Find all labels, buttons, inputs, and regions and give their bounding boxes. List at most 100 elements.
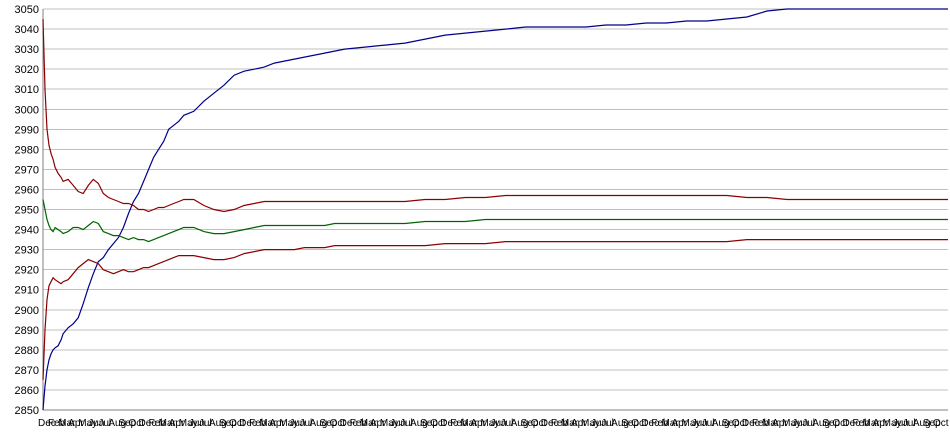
x-tick-label: May	[179, 418, 198, 429]
x-tick-label: Mar	[58, 418, 76, 429]
y-tick-label: 2870	[15, 365, 39, 377]
x-tick-label: Sep	[923, 418, 941, 429]
x-tick-label: Apr	[370, 418, 386, 429]
x-tick-label: Dec	[139, 418, 157, 429]
x-tick-label: Sep	[118, 418, 136, 429]
y-tick-label: 3020	[15, 64, 39, 76]
x-tick-label: Mar	[762, 418, 780, 429]
x-tick-label: Jul	[903, 418, 916, 429]
x-tick-label: Dec	[440, 418, 458, 429]
x-tick-label: Apr	[169, 418, 185, 429]
x-tick-label: Oct	[631, 418, 647, 429]
x-tick-label: Jun	[491, 418, 507, 429]
x-tick-label: Dec	[239, 418, 257, 429]
y-tick-label: 2880	[15, 345, 39, 357]
x-tick-label: Oct	[430, 418, 446, 429]
y-tick-label: 3000	[15, 104, 39, 116]
x-tick-label: Sep	[219, 418, 237, 429]
x-tick-label: Jul	[199, 418, 212, 429]
x-tick-label: May	[682, 418, 701, 429]
x-tick-label: Jul	[98, 418, 111, 429]
x-tick-label: Jul	[802, 418, 815, 429]
x-tick-label: Jun	[692, 418, 708, 429]
x-tick-label: Feb	[48, 418, 66, 429]
x-tick-label: Feb	[450, 418, 468, 429]
x-tick-label: May	[78, 418, 97, 429]
x-tick-label: Oct	[832, 418, 848, 429]
y-tick-label: 2950	[15, 205, 39, 217]
x-tick-label: Dec	[541, 418, 559, 429]
y-tick-label: 2940	[15, 225, 39, 237]
x-tick-label: Dec	[742, 418, 760, 429]
y-tick-label: 2930	[15, 245, 39, 257]
x-tick-label: Oct	[933, 418, 949, 429]
x-tick-label: Sep	[722, 418, 740, 429]
x-tick-label: Mar	[360, 418, 378, 429]
x-tick-label: Feb	[149, 418, 167, 429]
x-tick-label: May	[782, 418, 801, 429]
x-tick-label: Jun	[189, 418, 205, 429]
x-tick-label: Jun	[792, 418, 808, 429]
x-tick-label: Oct	[330, 418, 346, 429]
x-tick-label: Apr	[571, 418, 587, 429]
series-line-4	[42, 239, 948, 380]
x-tick-label: Jun	[289, 418, 305, 429]
x-tick-label: May	[480, 418, 499, 429]
x-tick-label: Apr	[68, 418, 84, 429]
y-axis: 3050 3040 3030 3020 3010 3000 2990 2980 2970 2960…	[15, 4, 44, 417]
x-tick-label: Jul	[702, 418, 715, 429]
x-tick-label: Feb	[853, 418, 871, 429]
gridlines	[43, 8, 948, 411]
x-tick-label: Mar	[561, 418, 579, 429]
x-tick-label: Apr	[269, 418, 285, 429]
y-tick-label: 2980	[15, 144, 39, 156]
x-tick-label: Mar	[460, 418, 478, 429]
x-tick-label: Oct	[531, 418, 547, 429]
x-tick-label: May	[279, 418, 298, 429]
x-tick-label: May	[380, 418, 399, 429]
x-tick-label: Dec	[38, 418, 56, 429]
x-tick-label: Sep	[521, 418, 539, 429]
y-tick-label: 2990	[15, 124, 39, 136]
y-tick-label: 2970	[15, 164, 39, 176]
x-tick-label: Feb	[651, 418, 669, 429]
series-line-2	[42, 18, 948, 213]
x-tick-label: Feb	[249, 418, 267, 429]
y-tick-label: 2920	[15, 265, 39, 277]
y-tick-label: 2910	[15, 285, 39, 297]
x-tick-label: Aug	[913, 418, 931, 429]
y-tick-label: 3040	[15, 24, 39, 36]
y-tick-label: 3010	[15, 84, 39, 96]
x-tick-label: Jun	[893, 418, 909, 429]
x-tick-label: Jun	[591, 418, 607, 429]
x-tick-label: Oct	[229, 418, 245, 429]
x-tick-label: Mar	[661, 418, 679, 429]
x-tick-label: Jul	[400, 418, 413, 429]
y-tick-label: 3050	[15, 4, 39, 16]
x-tick-label: Jul	[601, 418, 614, 429]
x-tick-label: May	[581, 418, 600, 429]
x-tick-label: Apr	[873, 418, 889, 429]
x-tick-label: Apr	[672, 418, 688, 429]
x-tick-label: Dec	[340, 418, 358, 429]
x-tick-label: Aug	[310, 418, 328, 429]
x-tick-label: Mar	[159, 418, 177, 429]
y-tick-label: 2890	[15, 325, 39, 337]
x-tick-label: Sep	[822, 418, 840, 429]
x-tick-label: Sep	[320, 418, 338, 429]
x-tick-label: Feb	[350, 418, 368, 429]
x-tick-label: Aug	[511, 418, 529, 429]
x-tick-label: Oct	[732, 418, 748, 429]
x-tick-label: Apr	[772, 418, 788, 429]
x-axis: DecFebMarAprMayJunJulAugSepOctDecFebMarA…	[38, 409, 949, 429]
x-tick-label: Jun	[390, 418, 406, 429]
y-tick-label: 2900	[15, 305, 39, 317]
x-tick-label: Aug	[812, 418, 830, 429]
x-tick-label: Feb	[752, 418, 770, 429]
x-tick-label: Aug	[410, 418, 428, 429]
y-tick-label: 2960	[15, 184, 39, 196]
x-tick-label: Dec	[842, 418, 860, 429]
x-tick-label: Sep	[420, 418, 438, 429]
x-tick-label: Sep	[621, 418, 639, 429]
